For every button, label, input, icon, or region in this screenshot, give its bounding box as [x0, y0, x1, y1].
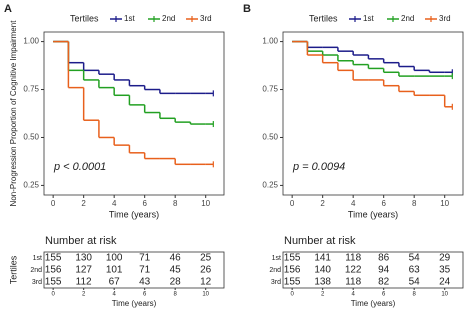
risk-row-label: 2nd [30, 267, 42, 274]
risk-count: 155 [45, 277, 62, 288]
risk-count: 122 [345, 265, 362, 276]
risk-count: 12 [200, 277, 212, 288]
risk-x-label: Time (years) [112, 299, 157, 308]
risk-count: 86 [378, 253, 390, 264]
y-tick-label: 1.00 [23, 37, 39, 46]
y-tick-label: 0.25 [23, 181, 39, 190]
risk-count: 54 [409, 253, 421, 264]
risk-frame [282, 251, 464, 289]
x-axis-label: Time (years) [348, 209, 398, 219]
x-tick-label: 8 [412, 199, 417, 208]
legend-label: 3rd [439, 14, 451, 23]
risk-count: 138 [314, 277, 331, 288]
risk-x-tick-label: 8 [174, 292, 178, 298]
risk-count: 82 [378, 277, 390, 288]
risk-count: 25 [200, 253, 212, 264]
risk-count: 140 [314, 265, 331, 276]
y-tick-label: 1.00 [262, 37, 278, 46]
plot-frame [282, 31, 464, 196]
x-tick-label: 10 [201, 199, 210, 208]
risk-count: 127 [75, 265, 92, 276]
risk-x-tick-label: 6 [143, 292, 147, 298]
risk-count: 100 [106, 253, 123, 264]
x-tick-label: 6 [142, 199, 147, 208]
x-tick-label: 4 [351, 199, 356, 208]
risk-count: 46 [170, 253, 182, 264]
risk-frame [43, 251, 225, 289]
legend-label: 3rd [200, 14, 212, 23]
risk-x-tick-label: 6 [382, 292, 386, 298]
plot-frame [43, 31, 225, 196]
risk-count: 141 [314, 253, 331, 264]
risk-x-tick-label: 0 [290, 292, 294, 298]
risk-count: 71 [139, 265, 151, 276]
panel-label: B [243, 3, 251, 15]
risk-row-label: 1st [33, 255, 42, 262]
risk-count: 155 [284, 253, 301, 264]
risk-count: 155 [284, 277, 301, 288]
legend-title: Tertiles [309, 13, 338, 23]
x-tick-label: 0 [290, 199, 295, 208]
risk-row-label: 1st [272, 255, 281, 262]
risk-count: 118 [345, 253, 361, 264]
y-tick-label: 0.50 [262, 133, 278, 142]
risk-x-tick-label: 10 [441, 292, 448, 298]
risk-count: 71 [139, 253, 151, 264]
risk-count: 112 [76, 277, 92, 288]
risk-count: 101 [106, 265, 123, 276]
y-axis-label: Non-Progression Proportion of Cognitive … [9, 20, 18, 207]
risk-row-label: 3rd [32, 279, 42, 286]
risk-count: 45 [170, 265, 182, 276]
risk-count: 54 [409, 277, 421, 288]
risk-count: 26 [200, 265, 212, 276]
legend-title: Tertiles [70, 13, 99, 23]
risk-count: 118 [345, 277, 361, 288]
y-tick-label: 0.75 [262, 85, 278, 94]
risk-x-tick-label: 4 [351, 292, 355, 298]
risk-x-tick-label: 2 [82, 292, 86, 298]
x-tick-label: 6 [381, 199, 386, 208]
x-tick-label: 0 [51, 199, 56, 208]
annotation: p < 0.0001 [53, 161, 106, 173]
risk-row-label: 2nd [269, 267, 281, 274]
risk-x-tick-label: 0 [51, 292, 55, 298]
risk-count: 130 [75, 253, 92, 264]
annotation: p = 0.0094 [292, 161, 345, 173]
risk-title: Number at risk [45, 235, 117, 247]
risk-count: 24 [439, 277, 451, 288]
risk-count: 29 [439, 253, 451, 264]
risk-count: 155 [45, 253, 62, 264]
risk-count: 156 [45, 265, 62, 276]
risk-count: 63 [409, 265, 421, 276]
panel-label: A [4, 3, 12, 15]
risk-x-label: Time (years) [351, 299, 396, 308]
x-tick-label: 2 [81, 199, 86, 208]
risk-count: 156 [284, 265, 301, 276]
risk-x-tick-label: 4 [112, 292, 116, 298]
legend-label: 1st [124, 14, 135, 23]
x-tick-label: 8 [173, 199, 178, 208]
risk-count: 43 [139, 277, 151, 288]
risk-count: 94 [378, 265, 390, 276]
risk-x-tick-label: 2 [321, 292, 325, 298]
y-tick-label: 0.75 [23, 85, 39, 94]
risk-count: 67 [109, 277, 121, 288]
legend-label: 2nd [401, 14, 414, 23]
risk-y-label: Tertiles [8, 255, 18, 284]
risk-x-tick-label: 10 [202, 292, 209, 298]
y-tick-label: 0.25 [262, 181, 278, 190]
risk-title: Number at risk [284, 235, 356, 247]
legend-label: 1st [363, 14, 374, 23]
x-tick-label: 10 [440, 199, 449, 208]
x-axis-label: Time (years) [109, 209, 159, 219]
risk-count: 35 [439, 265, 451, 276]
risk-row-label: 3rd [271, 279, 281, 286]
x-tick-label: 2 [320, 199, 325, 208]
risk-x-tick-label: 8 [413, 292, 417, 298]
legend-label: 2nd [162, 14, 175, 23]
risk-count: 28 [170, 277, 182, 288]
x-tick-label: 4 [112, 199, 117, 208]
y-tick-label: 0.50 [23, 133, 39, 142]
